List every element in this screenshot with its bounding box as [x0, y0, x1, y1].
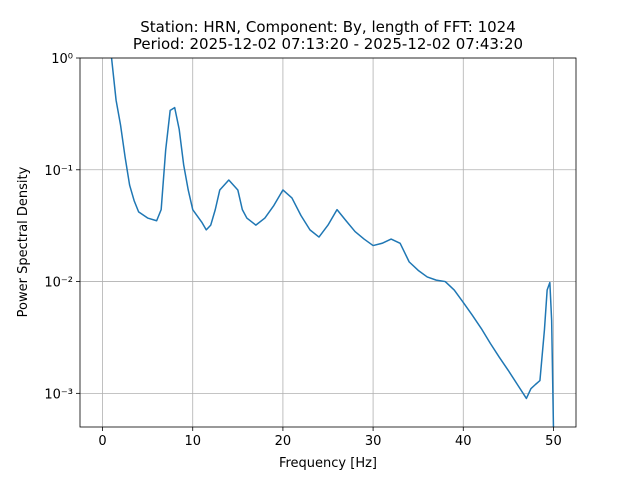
y-tick-label: 10⁻¹ [44, 164, 73, 179]
x-tick-label: 0 [98, 434, 106, 449]
x-tick-label: 50 [545, 434, 562, 449]
x-tick-label: 40 [455, 434, 472, 449]
x-tick-label: 30 [365, 434, 382, 449]
y-axis-label: Power Spectral Density [16, 166, 31, 317]
data-line [110, 58, 555, 427]
x-tick-label: 10 [184, 434, 201, 449]
y-tick-label: 10⁰ [51, 52, 73, 67]
y-tick-label: 10⁻³ [44, 387, 73, 402]
plot-area [110, 58, 555, 427]
chart-title: Station: HRN, Component: By, length of F… [140, 18, 516, 36]
x-axis-label: Frequency [Hz] [279, 456, 377, 471]
x-tick-label: 20 [275, 434, 292, 449]
chart-title: Period: 2025-12-02 07:13:20 - 2025-12-02… [133, 35, 523, 53]
axes-frame [79, 57, 577, 428]
y-tick-label: 10⁻² [44, 276, 73, 291]
ticks: 0 10 20 30 40 50 10⁰ 10⁻¹ 10⁻² 10⁻³ [44, 52, 561, 449]
